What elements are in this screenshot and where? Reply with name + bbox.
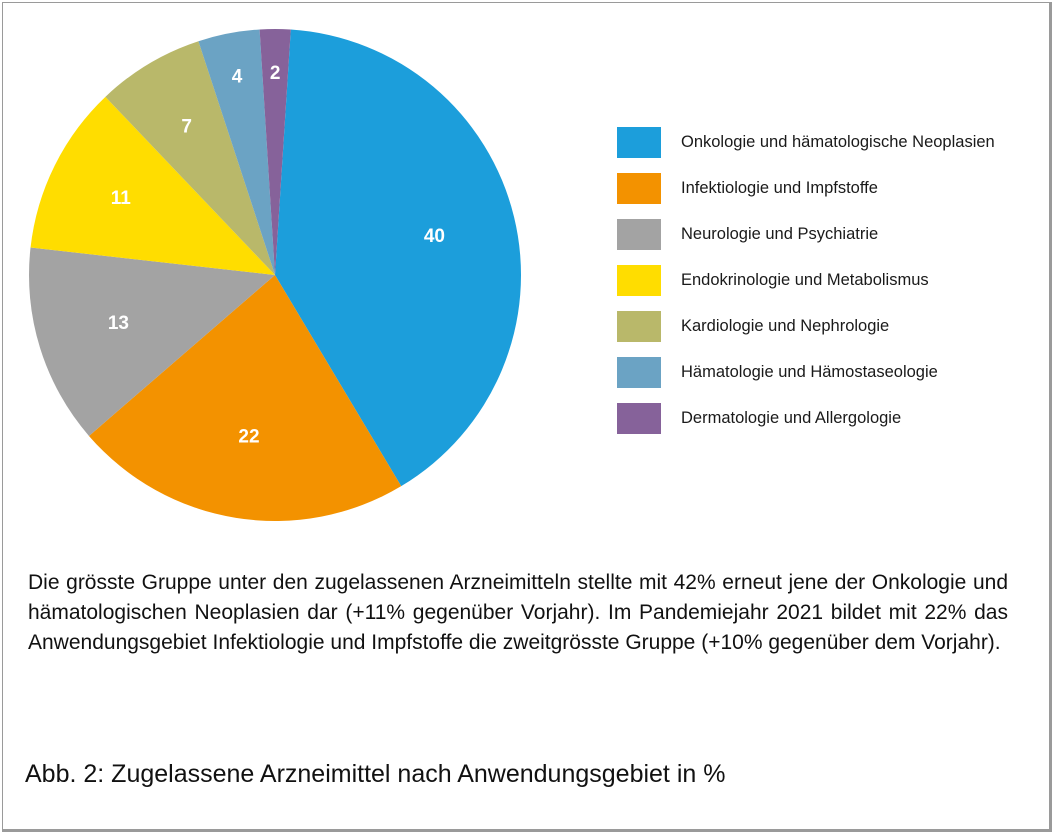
legend-item-neurologie-und-psychiatrie: Neurologie und Psychiatrie — [617, 211, 1047, 257]
legend-item-hamatologie-und-hamostaseologie: Hämatologie und Hämostaseologie — [617, 349, 1047, 395]
legend-swatch — [617, 310, 661, 342]
legend-label: Neurologie und Psychiatrie — [681, 224, 879, 243]
legend-label: Dermatologie und Allergologie — [681, 408, 902, 427]
legend-item-kardiologie-und-nephrologie: Kardiologie und Nephrologie — [617, 303, 1047, 349]
slice-label-neurologie-und-psychiatrie: 13 — [108, 313, 129, 334]
legend-item-endokrinologie-und-metabolismus: Endokrinologie und Metabolismus — [617, 257, 1047, 303]
figure-caption: Abb. 2: Zugelassene Arzneimittel nach An… — [25, 760, 726, 788]
slice-label-hamatologie-und-hamostaseologie: 4 — [232, 66, 243, 87]
pie-slice-kardiologie-und-nephrologie — [105, 41, 275, 275]
pie-slice-infektiologie-und-impfstoffe — [88, 275, 402, 522]
legend-item-onkologie-und-hamatologische-neoplasien: Onkologie und hämatologische Neoplasien — [617, 119, 1047, 165]
legend-item-infektiologie-und-impfstoffe: Infektiologie und Impfstoffe — [617, 165, 1047, 211]
legend-swatch — [617, 264, 661, 296]
legend-swatch — [617, 218, 661, 250]
pie-slice-hamatologie-und-hamostaseologie — [198, 29, 275, 276]
slice-label-dermatologie-und-allergologie: 2 — [270, 63, 281, 84]
legend: Onkologie und hämatologische Neoplasien I… — [617, 119, 1047, 441]
pie-slice-onkologie-und-hamatologische-neoplasien — [275, 29, 521, 487]
legend-item-dermatologie-und-allergologie: Dermatologie und Allergologie — [617, 395, 1047, 441]
legend-label: Infektiologie und Impfstoffe — [681, 178, 878, 197]
pie-slice-dermatologie-und-allergologie — [259, 28, 291, 276]
legend-label: Kardiologie und Nephrologie — [681, 316, 890, 335]
pie-chart: 40 22 13 11 7 4 2 — [29, 28, 521, 522]
description-text: Die grösste Gruppe unter den zugelassene… — [28, 571, 1008, 654]
slice-label-kardiologie-und-nephrologie: 7 — [181, 117, 192, 138]
pie-slice-endokrinologie-und-metabolismus — [30, 96, 275, 275]
pie-slice-neurologie-und-psychiatrie — [29, 247, 276, 436]
legend-swatch — [617, 356, 661, 388]
legend-swatch — [617, 172, 661, 204]
slice-label-onkologie-und-hamatologische-neoplasien: 40 — [424, 226, 445, 247]
slice-label-infektiologie-und-impfstoffe: 22 — [238, 426, 259, 447]
legend-label: Endokrinologie und Metabolismus — [681, 270, 929, 289]
legend-label: Onkologie und hämatologische Neoplasien — [681, 132, 995, 151]
slice-label-endokrinologie-und-metabolismus: 11 — [111, 188, 132, 209]
legend-swatch — [617, 402, 661, 434]
legend-label: Hämatologie und Hämostaseologie — [681, 362, 938, 381]
legend-swatch — [617, 126, 661, 158]
